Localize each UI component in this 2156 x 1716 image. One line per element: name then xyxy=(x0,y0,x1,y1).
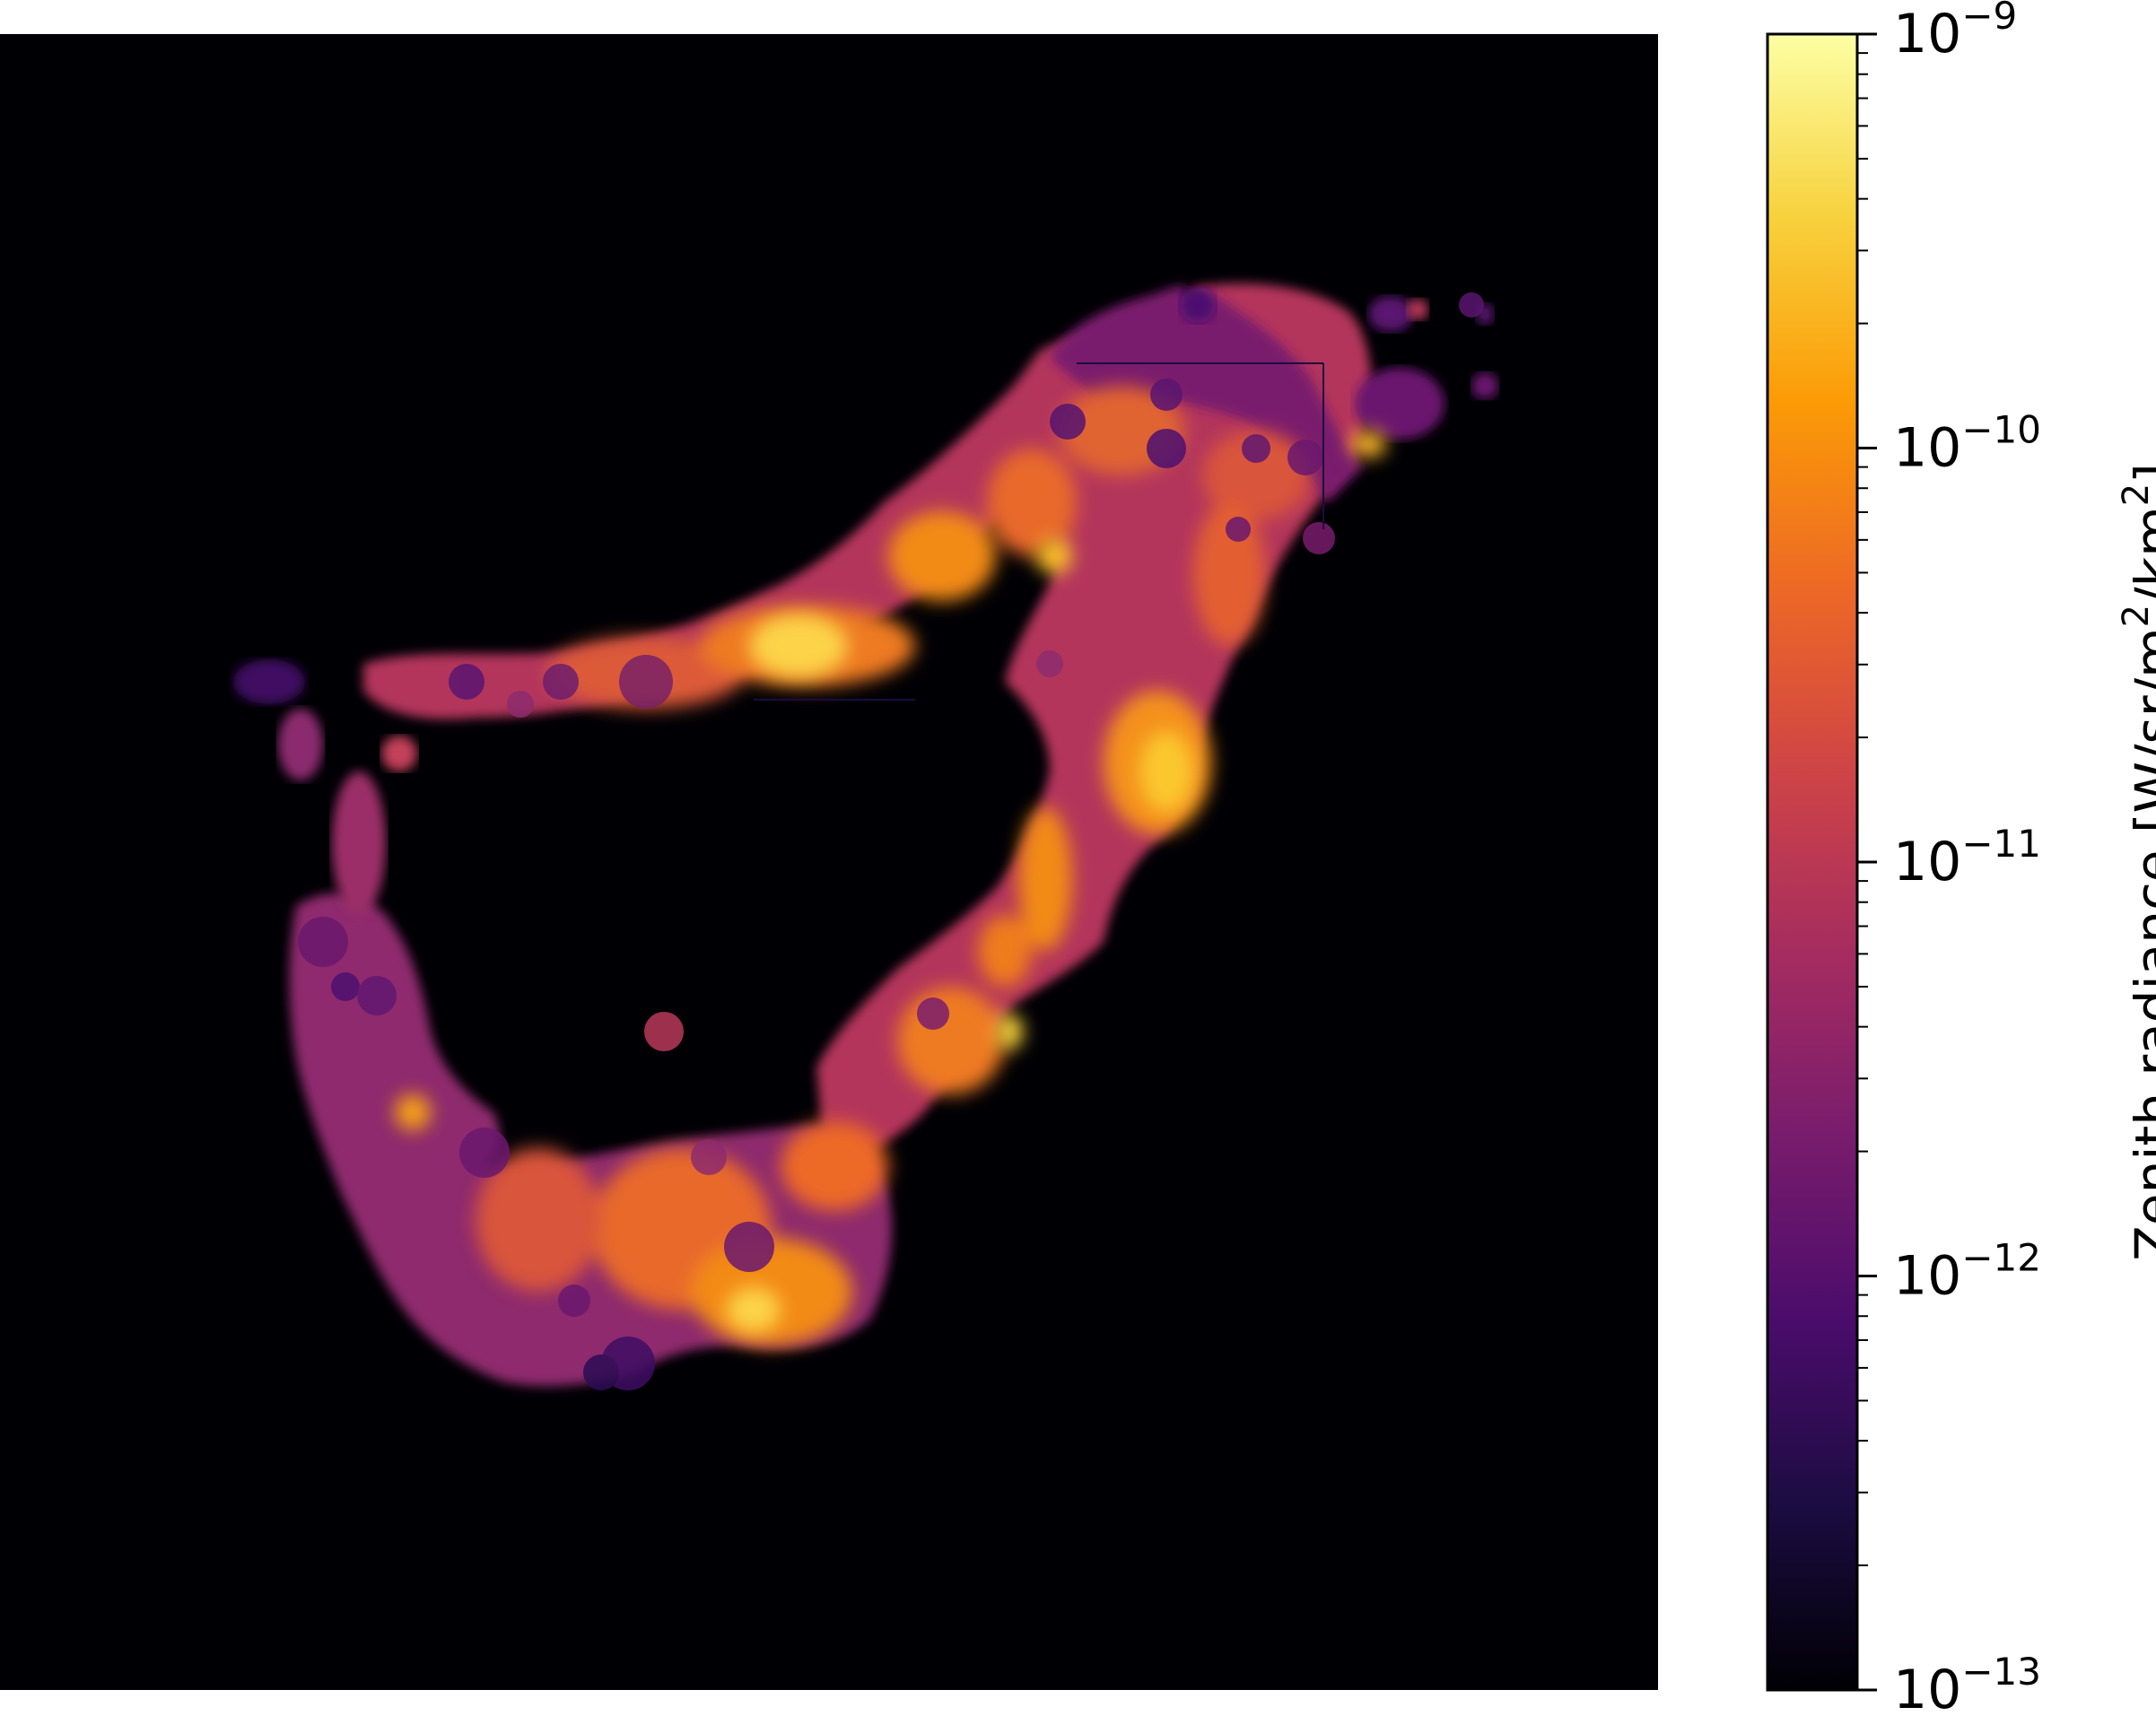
dark-spot xyxy=(1147,429,1186,468)
island-blob xyxy=(278,709,323,780)
bright-zone xyxy=(1193,502,1265,646)
colorbar-tick-label: 10−13 xyxy=(1893,1650,2041,1716)
dark-spot xyxy=(1036,650,1063,677)
hotspot-peak xyxy=(749,614,848,677)
island-blob xyxy=(1471,372,1498,399)
colorbar-label-main: Zenith radiance [W/sr/m xyxy=(2124,627,2156,1260)
dark-spot xyxy=(543,664,579,700)
island-blob xyxy=(332,771,386,915)
tick-base: 10 xyxy=(1893,1245,1961,1308)
dark-spot xyxy=(1050,404,1086,440)
dark-spot xyxy=(1287,440,1323,475)
dark-spot xyxy=(724,1222,774,1272)
bright-zone xyxy=(897,987,1005,1094)
hotspot-peak xyxy=(727,1287,781,1332)
tick-base: 10 xyxy=(1893,3,1961,65)
bright-zone xyxy=(987,449,1077,556)
colorbar-gradient xyxy=(1766,32,1859,1692)
colorbar-minor-ticks xyxy=(1857,52,1868,1567)
bright-zone xyxy=(978,915,1032,987)
dark-spot xyxy=(357,976,397,1015)
colorbar-label-end: ] xyxy=(2124,463,2156,483)
dark-spot xyxy=(583,1355,619,1390)
bright-zone xyxy=(1202,431,1310,520)
hotspot-peak xyxy=(1139,731,1193,812)
bright-zone xyxy=(888,511,996,601)
colorbar-tick-label: 10−12 xyxy=(1893,1236,2041,1308)
island-north-band xyxy=(363,283,1373,1175)
dark-spot xyxy=(459,1128,510,1178)
dark-spots xyxy=(298,292,1484,1390)
dark-spot xyxy=(619,655,673,709)
bright-zone xyxy=(1018,807,1072,951)
colorbar-tick-label: 10−9 xyxy=(1893,0,2017,65)
island-blob xyxy=(1355,368,1445,440)
hotspot-peak xyxy=(1350,431,1386,457)
dark-spot xyxy=(1459,292,1484,318)
dark-spot xyxy=(298,917,348,967)
colorbar-label-mid: /km xyxy=(2124,506,2156,605)
dark-spot xyxy=(558,1285,590,1317)
tick-exponent: −10 xyxy=(1961,408,2041,452)
heatmap-background xyxy=(0,34,1658,1690)
colorbar-tick-label: 10−11 xyxy=(1893,822,2041,893)
tick-base: 10 xyxy=(1893,831,1961,893)
dark-spot xyxy=(1150,379,1183,411)
island-blob xyxy=(381,736,417,771)
tick-base: 10 xyxy=(1893,1659,1961,1716)
hotspot-peak xyxy=(1036,538,1072,574)
colorbar-label-sup2: 2 xyxy=(2116,483,2156,506)
colorbar-tick-label: 10−10 xyxy=(1893,408,2041,480)
tick-base: 10 xyxy=(1893,417,1961,480)
bright-zone xyxy=(781,1121,888,1211)
colorbar-label: Zenith radiance [W/sr/m2/km2] xyxy=(2116,463,2156,1261)
bright-zone xyxy=(476,1148,601,1292)
island-blob xyxy=(233,659,305,704)
tick-exponent: −9 xyxy=(1961,0,2017,38)
tick-exponent: −13 xyxy=(1961,1650,2041,1694)
dark-spot xyxy=(917,997,949,1030)
dark-spot xyxy=(691,1139,727,1175)
tick-exponent: −11 xyxy=(1961,822,2041,866)
dark-spot xyxy=(1226,517,1251,542)
tick-exponent: −12 xyxy=(1961,1236,2041,1280)
hotspot-peak xyxy=(996,1014,1023,1050)
island-blob xyxy=(1180,287,1216,323)
hotspot-peak xyxy=(395,1094,431,1130)
dark-spot xyxy=(507,691,534,718)
island-blob xyxy=(1368,296,1413,332)
island-blob xyxy=(1407,299,1428,320)
dark-spot xyxy=(1303,522,1335,554)
dark-spot xyxy=(331,972,360,1001)
hotspot-peaks xyxy=(395,431,1386,1332)
dark-spot xyxy=(644,1012,684,1051)
colorbar-label-sup1: 2 xyxy=(2116,605,2156,627)
heatmap-panel xyxy=(0,34,1658,1690)
island-radiance-field xyxy=(233,283,1498,1390)
dark-spot xyxy=(449,664,484,700)
dark-spot xyxy=(1242,434,1270,463)
